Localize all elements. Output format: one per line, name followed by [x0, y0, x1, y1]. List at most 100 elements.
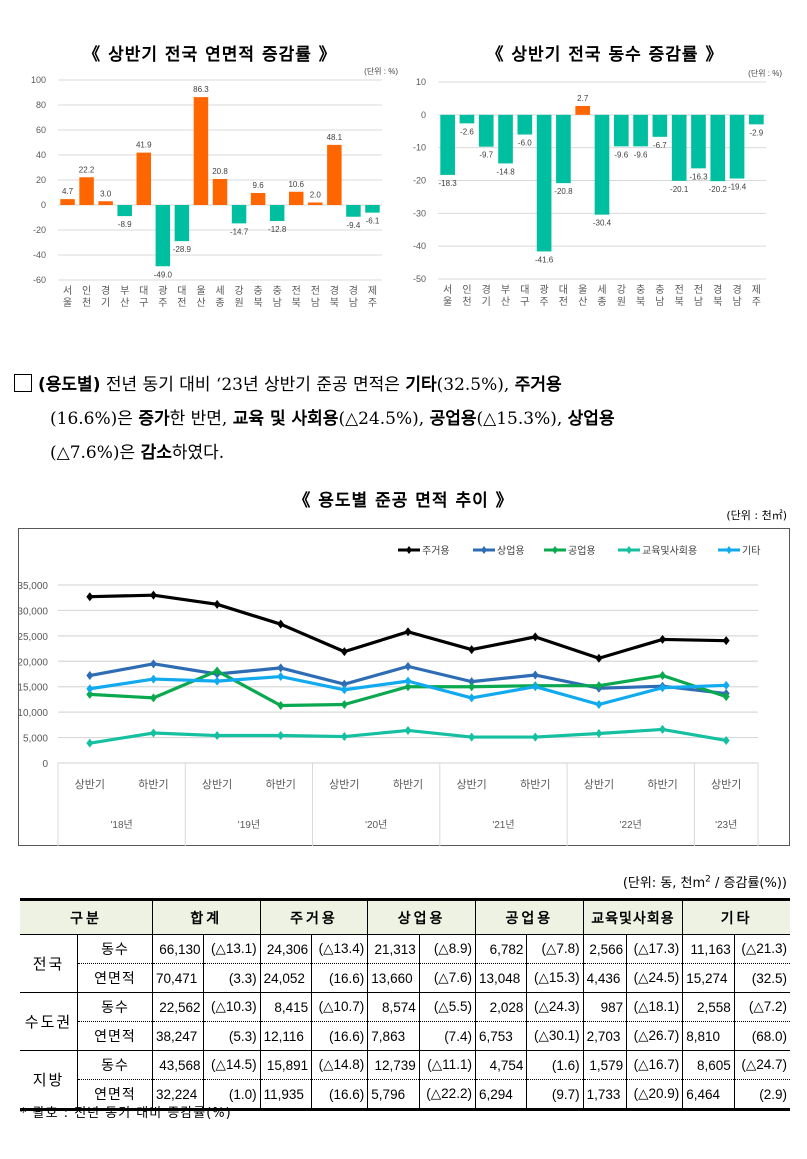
value-cell: 15,891 [259, 1050, 312, 1080]
year-group-label: '23년 [715, 819, 737, 831]
header-other: 기타 [682, 898, 790, 935]
data-point-marker [659, 724, 667, 734]
emphasis-text: 공업용 [429, 409, 477, 429]
legend-label: 주거용 [422, 545, 450, 557]
x-tick-label-top: 경 [482, 283, 491, 296]
value-cell: 7,863 [367, 1021, 420, 1051]
x-tick-label-bottom: 종 [215, 297, 224, 309]
x-tick-label-top: 대 [177, 285, 186, 297]
x-tick-label-top: 울 [196, 285, 205, 297]
x-tick-label: 상반기 [456, 778, 486, 791]
x-tick-label-bottom: 남 [732, 296, 741, 308]
data-point-marker [86, 738, 94, 748]
value-cell: 15,274 [682, 963, 735, 993]
metric-label: 동수 [76, 934, 153, 964]
x-tick-label-bottom: 남 [694, 296, 703, 308]
change-rate-cell: (△14.5) [203, 1050, 261, 1080]
change-rate-cell: (△5.5) [418, 992, 476, 1022]
y-tick-label: -60 [33, 275, 46, 285]
paragraph-line-1: (용도별) 전년 동기 대비 ‘23년 상반기 준공 면적은 기타(32.5%)… [14, 368, 804, 402]
change-rate-cell: (16.6) [311, 1079, 368, 1111]
data-point-marker [277, 619, 285, 629]
x-tick-label-top: 서 [443, 284, 452, 296]
change-rate-cell: (1.0) [203, 1079, 261, 1111]
data-label: -2.9 [749, 128, 763, 137]
change-rate-cell: (68.0) [733, 1021, 790, 1051]
bar [517, 114, 533, 135]
data-label: -30.4 [593, 219, 612, 228]
legend-label: 공업용 [568, 544, 596, 557]
value-cell: 11,163 [682, 934, 735, 964]
bar [556, 114, 571, 184]
change-rate-cell: (△8.9) [418, 934, 476, 964]
data-point-marker [531, 682, 539, 692]
change-rate-cell: (32.5) [733, 963, 790, 993]
metric-label: 연면적 [76, 1021, 153, 1051]
data-point-marker [468, 693, 476, 703]
data-point-marker [468, 677, 476, 687]
paragraph-text: (△15.3%), [476, 409, 568, 429]
data-label: 41.9 [136, 141, 152, 150]
y-tick-label: 20 [36, 175, 46, 185]
legend-swatch-marker [406, 546, 412, 554]
data-label: 86.3 [193, 85, 209, 94]
bar [269, 205, 285, 221]
emphasis-text: (용도별) [38, 375, 101, 395]
bar [174, 205, 190, 242]
data-label: -9.7 [479, 151, 493, 160]
value-cell: 11,935 [259, 1079, 312, 1111]
y-tick-label: 0 [42, 759, 48, 770]
data-label: -6.1 [366, 217, 380, 226]
emphasis-text: 기타 [405, 375, 437, 395]
data-point-marker [468, 682, 476, 692]
data-point-marker [340, 685, 348, 695]
x-tick-label-top: 강 [234, 285, 243, 297]
value-cell: 21,313 [367, 934, 420, 964]
x-tick-label-bottom: 원 [617, 296, 626, 308]
bar [79, 177, 94, 205]
x-tick-label-bottom: 울 [63, 297, 72, 309]
change-rate-cell: (16.6) [311, 963, 368, 993]
data-point-marker [404, 676, 412, 686]
bar [231, 205, 247, 224]
x-tick-label-bottom: 전 [177, 297, 186, 309]
bar [633, 114, 648, 147]
data-point-marker [213, 731, 221, 741]
data-point-marker [213, 676, 221, 686]
line-chart-usage-area-trend: 0 5,000 10,000 15,000 20,000 25,000 30,000 35,0… [18, 528, 790, 846]
bar [459, 114, 475, 124]
x-tick-label-top: 충 [273, 285, 282, 297]
change-rate-cell: (△16.7) [626, 1050, 683, 1080]
paragraph-line-2: (16.6%)은 증가한 반면, 교육 및 사회용(△24.5%), 공업용(△… [14, 402, 804, 436]
data-point-marker [595, 700, 603, 710]
value-cell: 6,753 [474, 1021, 527, 1051]
x-tick-label-top: 전 [292, 285, 301, 297]
data-point-marker [595, 729, 603, 739]
region-label: 수도권 [20, 992, 78, 1051]
x-tick-label-bottom: 기 [482, 296, 491, 308]
data-label: 22.2 [79, 165, 95, 174]
data-label: -20.8 [554, 187, 573, 196]
x-tick-label-top: 제 [752, 284, 761, 296]
paragraph-text: 하였다. [171, 443, 225, 463]
value-cell: 2,558 [682, 992, 735, 1022]
change-rate-cell: (1.6) [526, 1050, 584, 1080]
year-group-label: '20년 [365, 819, 387, 831]
change-rate-cell: (△21.3) [733, 934, 790, 964]
y-tick-label: 80 [36, 100, 46, 110]
region-label: 전국 [20, 934, 78, 993]
region-label: 지방 [20, 1050, 78, 1111]
data-point-marker [149, 674, 157, 684]
data-label: -6.0 [518, 139, 532, 148]
y-tick-label: -50 [413, 274, 426, 284]
change-rate-cell: (△18.1) [626, 992, 683, 1022]
value-cell: 2,703 [582, 1021, 627, 1051]
bar [136, 152, 152, 205]
bar-chart-1-title: 《 상반기 전국 연면적 증감률 》 [83, 45, 337, 65]
data-point-marker [595, 653, 603, 663]
bar [749, 114, 764, 125]
data-point-marker [531, 732, 539, 742]
x-tick-label-bottom: 원 [234, 297, 243, 309]
data-label: 20.8 [212, 167, 228, 176]
emphasis-text: 주거용 [514, 375, 562, 395]
